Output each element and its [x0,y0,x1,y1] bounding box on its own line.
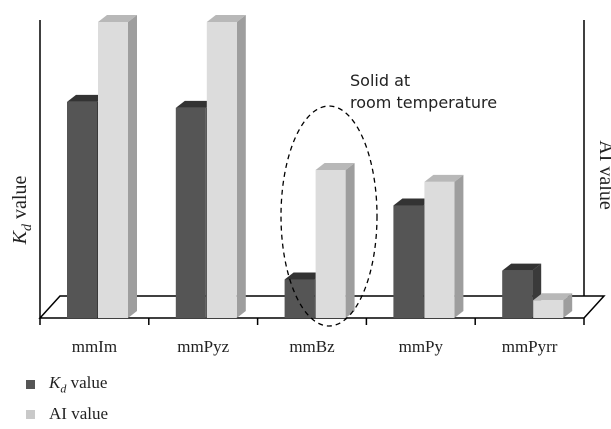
bar-top [533,293,573,301]
x-tick-label-mmPyz: mmPyz [177,337,229,356]
bar-top [175,100,215,108]
bars-layer [67,15,573,318]
bar-side [128,15,137,318]
x-tick-label-mmPyrr: mmPyrr [502,337,558,356]
bar-ai-mmBz [315,163,355,318]
legend-swatch-kd [26,380,35,390]
bar-top [67,94,106,102]
legend-item-ai: AI value [26,404,108,424]
annotation-line2: room temperature [350,93,497,112]
bar-top [502,263,542,271]
bar-side [563,293,573,318]
bar-ai-mmPy [424,174,464,318]
x-tick-label-mmPy: mmPy [399,337,444,356]
x-tick-labels: mmIm mmPyz mmBz mmPy mmPyrr [72,337,558,356]
y-axis-label-right: AI value [595,140,611,210]
bar-front [206,22,237,318]
bar-side [345,163,355,318]
bar-front [393,205,424,318]
x-tick-label-mmIm: mmIm [72,337,117,356]
bar-top [206,15,246,22]
x-tick-label-mmBz: mmBz [289,337,335,356]
bar-front [502,270,533,318]
bar-front [98,22,128,318]
legend-swatch-ai [26,409,35,419]
bar-front [175,107,206,318]
bar-top [284,272,324,280]
legend-label-kd: Kd value [49,373,108,396]
bar-front [284,279,315,318]
bar-front [424,181,455,318]
bar-top [98,15,137,22]
x-ticks [39,318,585,325]
bar-ai-mmPyrr [533,293,573,318]
bar-front [67,101,97,318]
bar-kd-mmPyrr [502,263,542,318]
bar-ai-mmPyz [206,15,246,318]
bar-front [533,300,564,318]
bar-ai-mmIm [98,15,137,318]
bar-front [315,170,346,318]
legend-label-ai: AI value [49,404,109,423]
annotation-ellipse [280,105,378,327]
bar-top [424,174,464,182]
bar-side [236,15,246,318]
bar-top [315,163,355,170]
y-axis-label-left: Kd value [9,176,35,246]
bar-top [393,198,433,206]
annotation-line1: Solid at [350,71,410,90]
legend-item-kd: Kd value [26,373,107,396]
bar-side [454,174,464,318]
